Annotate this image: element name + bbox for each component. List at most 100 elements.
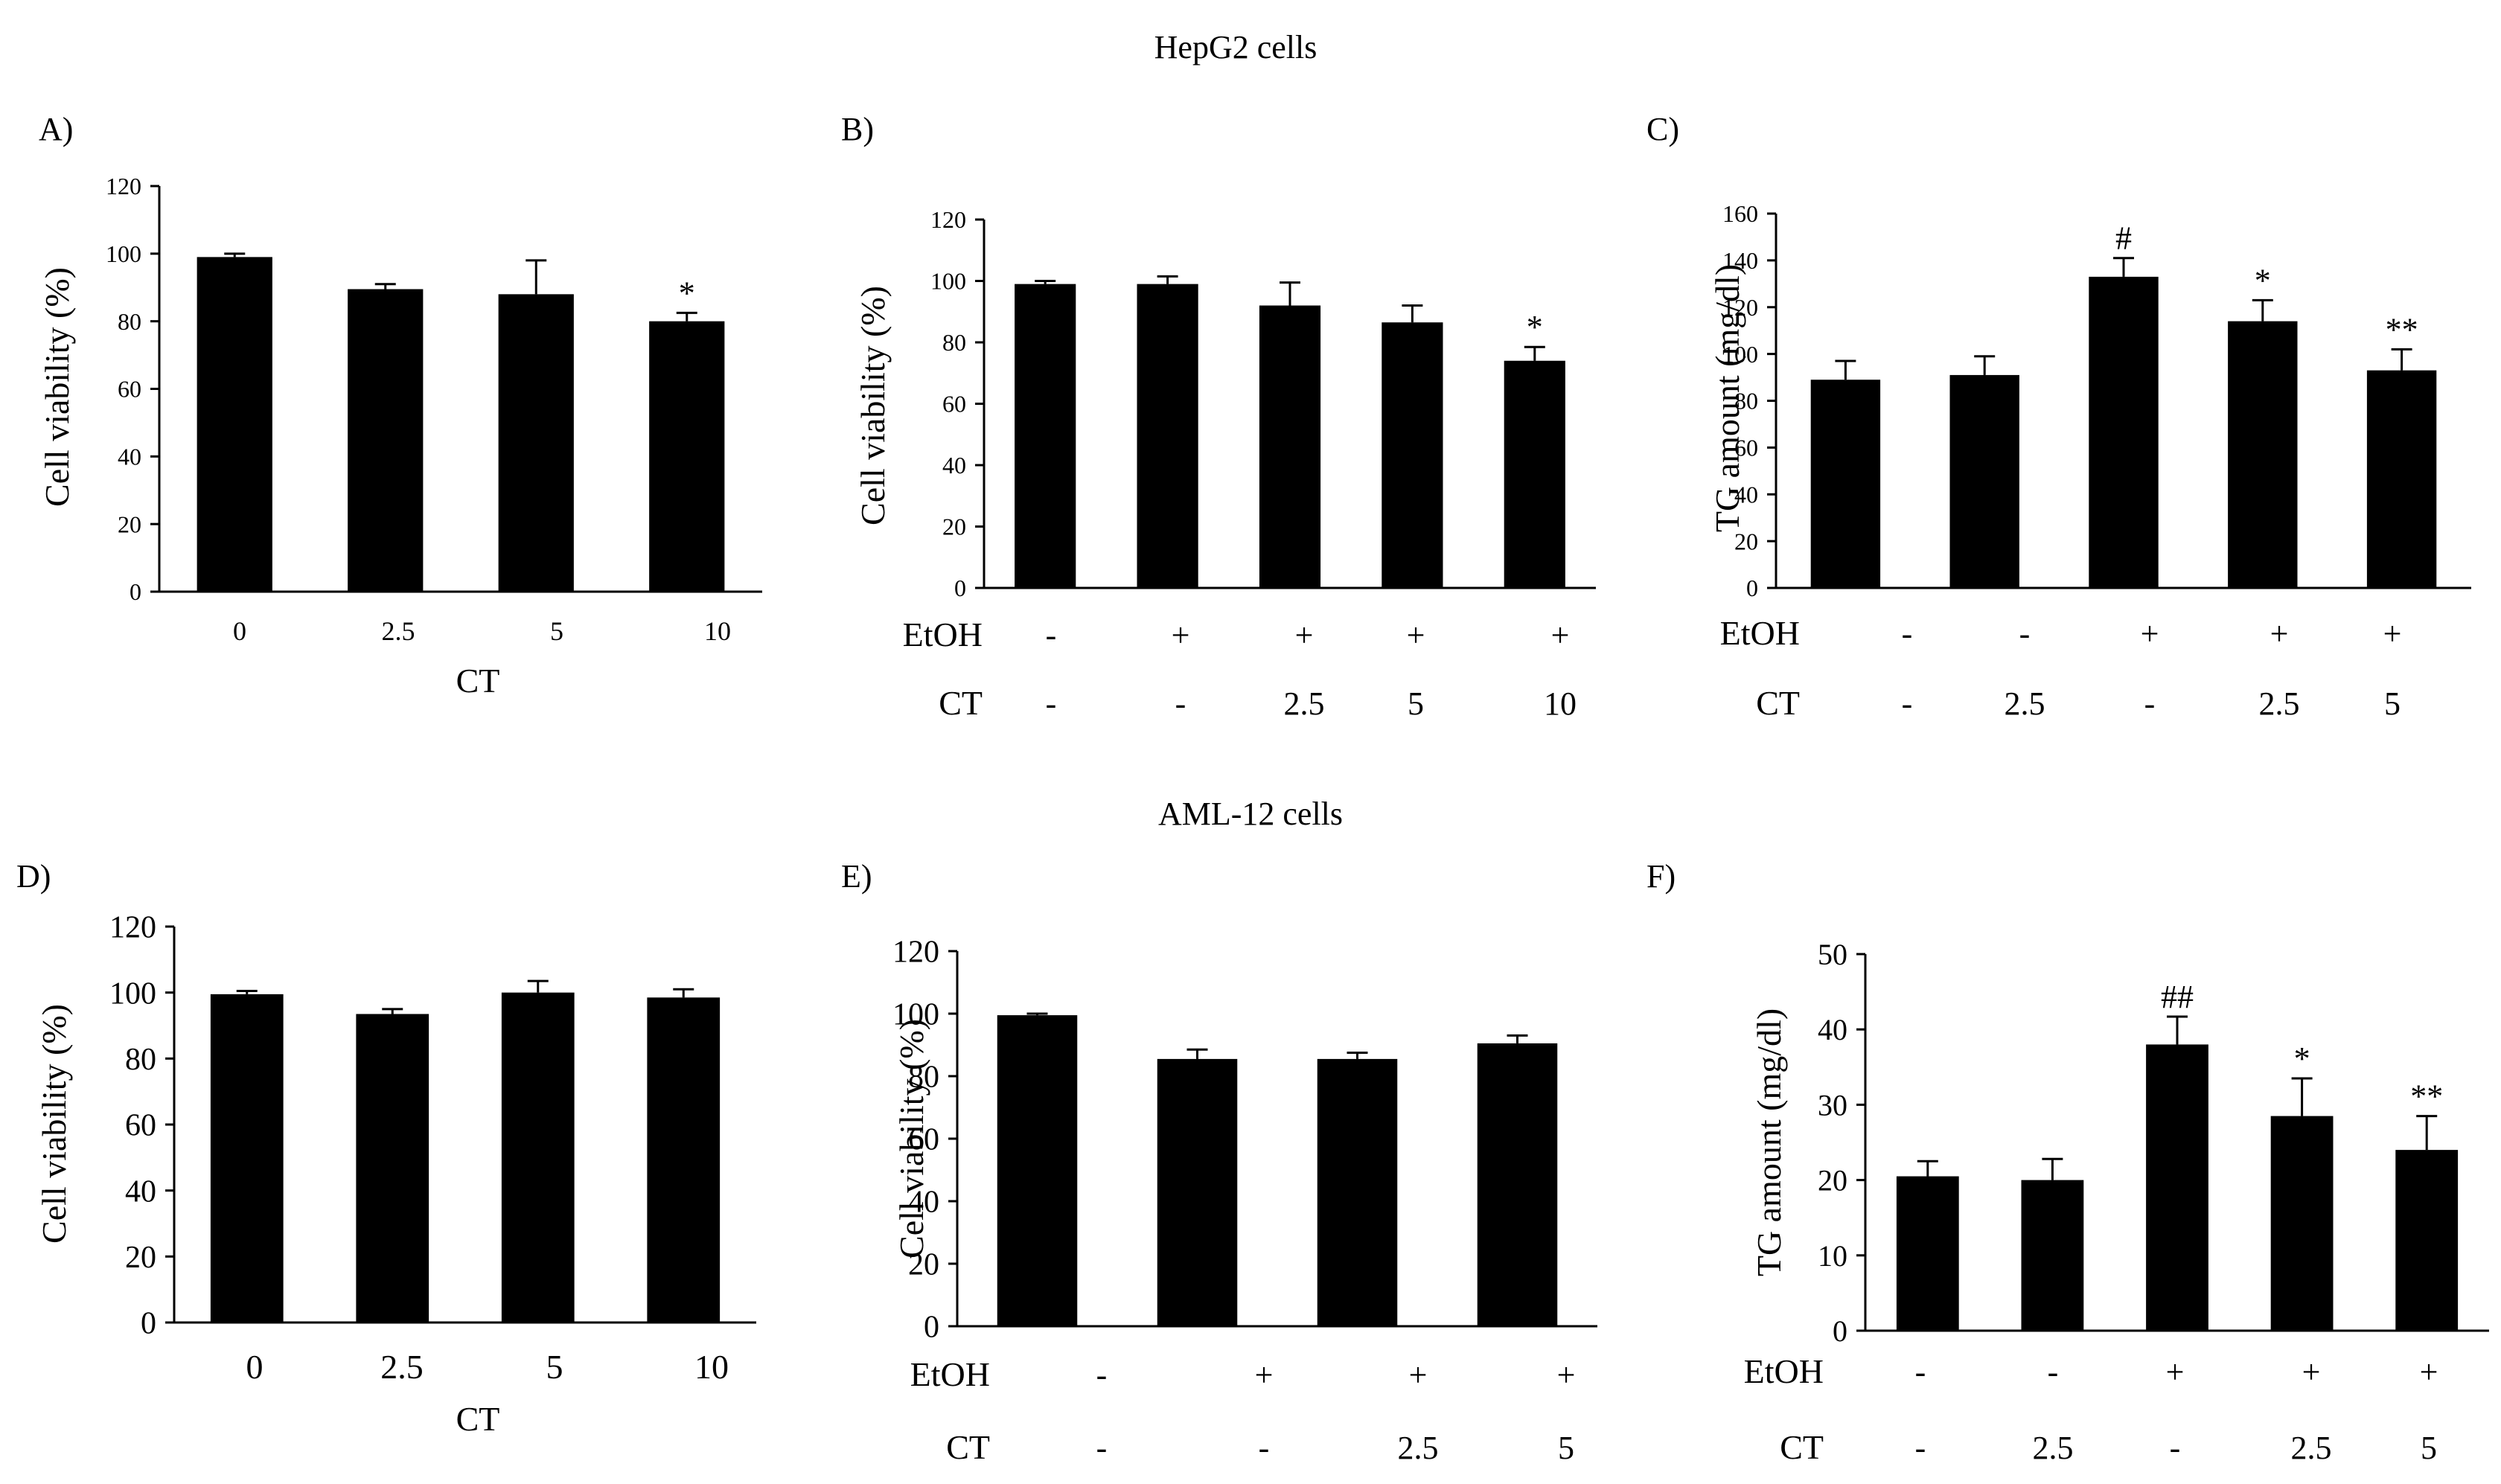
x-tick-label: 0 xyxy=(233,616,246,646)
y-tick-label: 60 xyxy=(118,376,141,403)
treatment-value: + xyxy=(2141,615,2159,652)
treatment-value: + xyxy=(2166,1354,2185,1390)
y-tick-label: 40 xyxy=(908,1186,939,1220)
y-tick-label: 120 xyxy=(109,911,156,945)
y-tick-label: 120 xyxy=(1722,294,1758,321)
bar xyxy=(649,321,725,592)
y-tick-label: 80 xyxy=(125,1043,156,1077)
bar xyxy=(1157,1058,1238,1326)
treatment-row-label: CT xyxy=(946,1428,990,1466)
treatment-value: - xyxy=(1046,617,1057,653)
treatment-row-label: EtOH xyxy=(1720,614,1800,652)
y-tick-label: 0 xyxy=(1833,1314,1847,1348)
significance-marker: ** xyxy=(2410,1078,2443,1115)
y-tick-label: 20 xyxy=(942,514,966,540)
y-tick-label: 100 xyxy=(930,268,966,295)
treatment-value: + xyxy=(2302,1354,2321,1390)
bar xyxy=(1317,1058,1398,1326)
panel-label: B) xyxy=(841,111,874,147)
y-tick-label: 100 xyxy=(892,998,939,1032)
y-tick-label: 40 xyxy=(1818,1013,1847,1046)
y-tick-label: 100 xyxy=(106,240,141,267)
bar xyxy=(1137,284,1198,588)
bar xyxy=(1504,360,1565,588)
bar xyxy=(1259,305,1321,588)
bar xyxy=(997,1015,1078,1326)
treatment-row-label: CT xyxy=(1756,684,1800,722)
treatment-value: 2.5 xyxy=(2005,685,2045,722)
treatment-row-label: CT xyxy=(939,684,983,722)
bar xyxy=(1949,374,2019,588)
y-tick-label: 60 xyxy=(1734,435,1758,461)
treatment-row-label: EtOH xyxy=(903,615,983,653)
section-title-hepg2: HepG2 cells xyxy=(1154,29,1317,65)
treatment-value: - xyxy=(1096,1357,1108,1393)
significance-marker: * xyxy=(2294,1040,2310,1077)
x-axis-label: CT xyxy=(456,1400,500,1438)
y-tick-label: 60 xyxy=(908,1123,939,1157)
treatment-value: - xyxy=(2048,1354,2059,1390)
treatment-row-label: EtOH xyxy=(910,1355,990,1393)
treatment-value: 2.5 xyxy=(1284,685,1325,722)
treatment-value: + xyxy=(2420,1354,2438,1390)
bar xyxy=(498,294,574,592)
chart-panel-2: B) 0 20 40 60 80 100 120 Cell viability (%) * EtOH… xyxy=(841,111,1596,722)
bar xyxy=(210,994,284,1323)
y-tick-label: 20 xyxy=(125,1241,156,1275)
treatment-value: - xyxy=(2170,1430,2181,1466)
treatment-value: 2.5 xyxy=(2291,1430,2332,1466)
treatment-value: - xyxy=(1096,1430,1108,1466)
chart-panel-5: E) 0 20 40 60 80 100 120 Cell viability (%) EtOH -… xyxy=(841,858,1597,1466)
x-tick-label: 10 xyxy=(704,616,731,646)
x-tick-label: 2.5 xyxy=(382,616,415,646)
significance-marker: * xyxy=(2255,262,2271,298)
x-tick-label: 2.5 xyxy=(380,1348,424,1386)
bar xyxy=(2395,1150,2459,1331)
y-tick-label: 0 xyxy=(924,1311,939,1345)
y-axis-label: Cell viability (%) xyxy=(38,267,76,507)
significance-marker: * xyxy=(1527,309,1543,345)
panel-label: E) xyxy=(841,858,872,895)
treatment-row-label: EtOH xyxy=(1744,1352,1824,1390)
y-tick-label: 80 xyxy=(1734,388,1758,415)
bar xyxy=(1810,380,1881,588)
bar xyxy=(2021,1180,2084,1331)
y-tick-label: 0 xyxy=(954,575,966,601)
treatment-value: + xyxy=(2383,615,2402,652)
significance-marker: # xyxy=(2115,220,2132,257)
panel-label: A) xyxy=(39,111,73,147)
treatment-value: + xyxy=(1172,617,1190,653)
y-tick-label: 140 xyxy=(1722,247,1758,274)
y-tick-label: 120 xyxy=(892,936,939,970)
y-tick-label: 30 xyxy=(1818,1088,1847,1122)
y-tick-label: 60 xyxy=(125,1109,156,1143)
treatment-value: + xyxy=(1409,1357,1428,1393)
y-tick-label: 20 xyxy=(1734,528,1758,554)
y-tick-label: 0 xyxy=(130,578,141,605)
y-tick-label: 120 xyxy=(930,206,966,233)
y-axis-label: Cell viability (%) xyxy=(35,1004,73,1244)
y-tick-label: 80 xyxy=(118,308,141,335)
bar xyxy=(1015,284,1076,588)
bar xyxy=(647,997,721,1323)
panel-label: F) xyxy=(1646,858,1676,895)
y-tick-label: 50 xyxy=(1818,938,1847,971)
bar xyxy=(356,1014,429,1323)
treatment-row-label: CT xyxy=(1780,1428,1824,1466)
y-tick-label: 100 xyxy=(109,976,156,1011)
treatment-value: - xyxy=(1175,685,1186,722)
treatment-value: - xyxy=(1915,1354,1926,1390)
x-tick-label: 0 xyxy=(246,1348,263,1386)
bar xyxy=(2366,370,2437,588)
y-tick-label: 80 xyxy=(942,329,966,356)
treatment-value: 2.5 xyxy=(2259,685,2300,722)
treatment-value: 5 xyxy=(1408,685,1424,722)
treatment-value: 5 xyxy=(2421,1430,2437,1466)
bar xyxy=(2228,321,2298,588)
panel-label: D) xyxy=(16,858,51,895)
y-tick-label: 40 xyxy=(125,1174,156,1209)
treatment-value: 2.5 xyxy=(2033,1430,2074,1466)
